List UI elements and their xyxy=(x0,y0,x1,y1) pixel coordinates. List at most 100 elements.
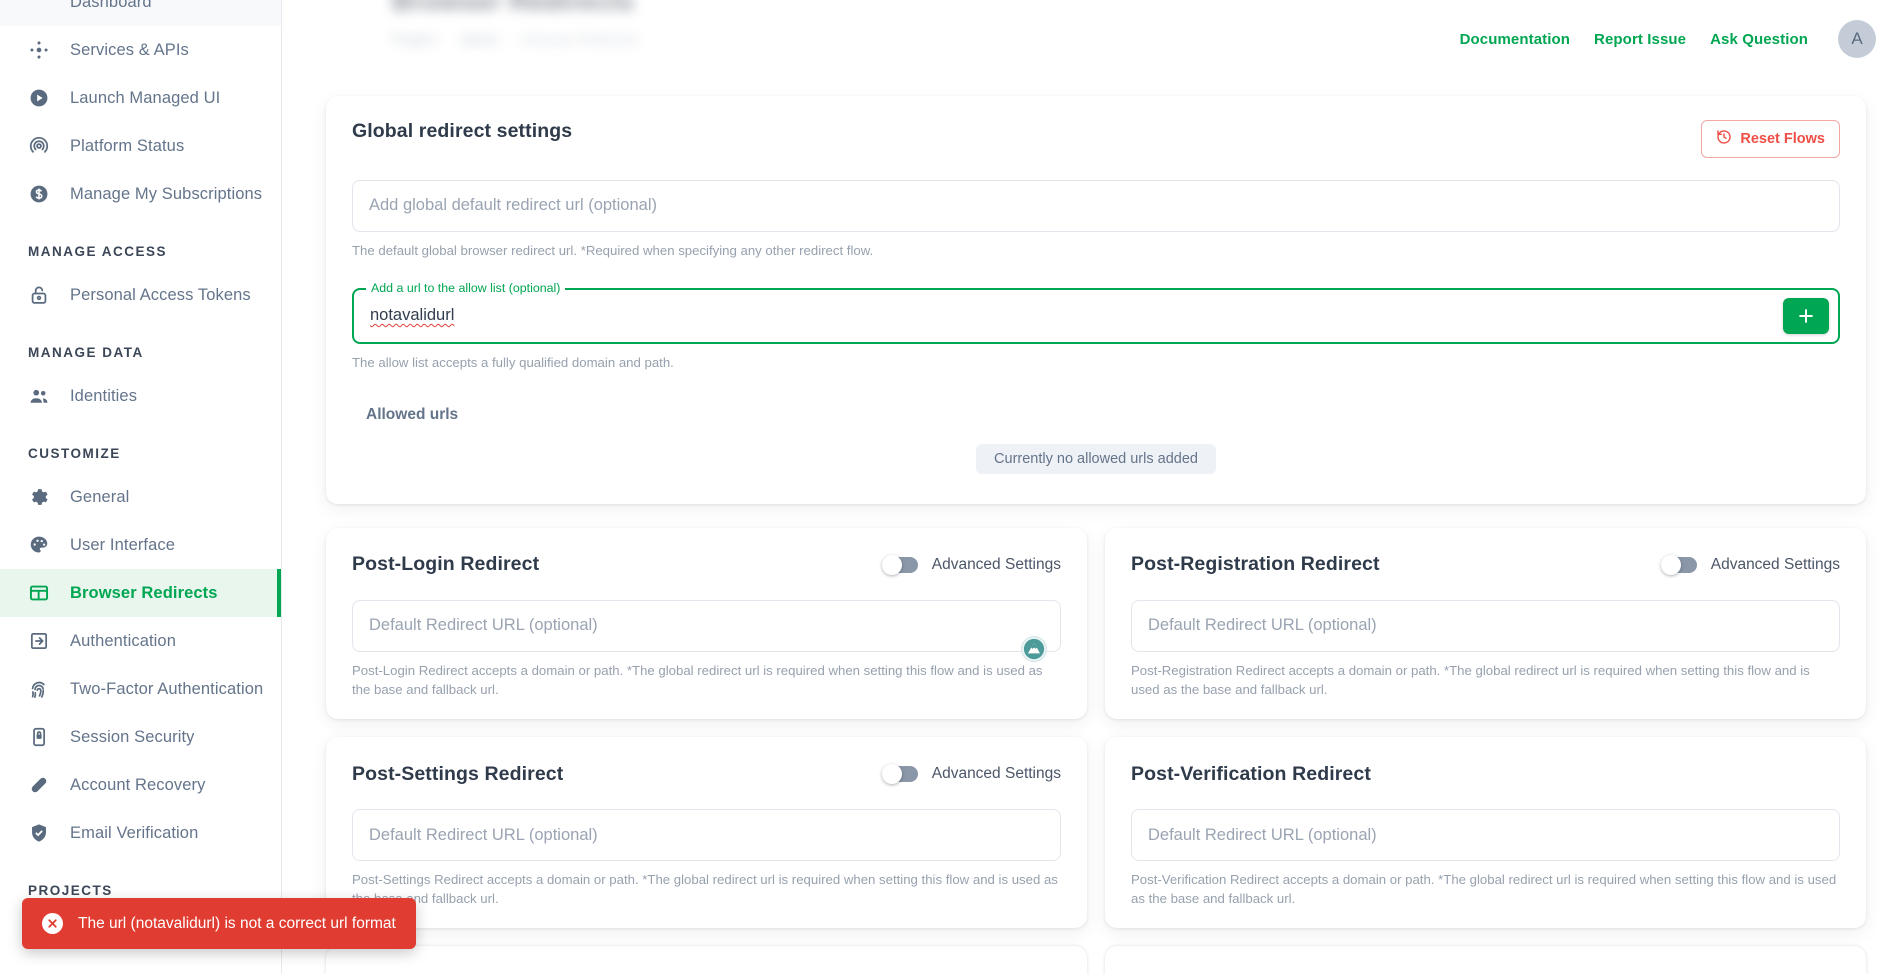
flow-redirect-url-input[interactable]: Default Redirect URL (optional) xyxy=(352,599,1061,652)
gear-icon xyxy=(28,486,50,508)
advanced-settings-toggle-group[interactable]: Advanced Settings xyxy=(1660,554,1840,575)
flow-card-header: Post-Verification Redirect xyxy=(1131,761,1840,787)
sidebar-item-label: Identities xyxy=(70,386,138,405)
sidebar-item-manage-my-subscriptions[interactable]: Manage My Subscriptions xyxy=(0,170,281,218)
global-default-url-field: Add global default redirect url (optiona… xyxy=(352,179,1840,260)
sidebar-item-browser-redirects[interactable]: Browser Redirects xyxy=(0,569,281,617)
sidebar-item-label: Personal Access Tokens xyxy=(70,285,251,304)
sidebar-item-identities[interactable]: Identities xyxy=(0,372,281,420)
allow-list-url-field[interactable]: Add a url to the allow list (optional) n… xyxy=(352,280,1840,344)
advanced-settings-toggle-group[interactable]: Advanced Settings xyxy=(881,554,1061,575)
page-header-blurred-title-block: Browser Redirects Project › admin › Brow… xyxy=(392,0,637,47)
flow-redirect-url-input[interactable]: Default Redirect URL (optional) xyxy=(1131,809,1840,862)
advanced-settings-toggle[interactable] xyxy=(881,554,918,575)
global-default-url-input[interactable]: Add global default redirect url (optiona… xyxy=(352,179,1840,232)
allowed-urls-empty-state: Currently no allowed urls added xyxy=(976,443,1216,474)
flow-card-header: Post-Registration Redirect Advanced Setti… xyxy=(1131,552,1840,578)
palette-icon xyxy=(28,534,50,556)
sidebar-item-account-recovery[interactable]: Account Recovery xyxy=(0,761,281,809)
advanced-settings-toggle-group[interactable]: Advanced Settings xyxy=(881,764,1061,785)
ask-question-link[interactable]: Ask Question xyxy=(1710,30,1808,48)
breadcrumb-item-1[interactable]: admin xyxy=(460,31,499,47)
dollar-circle-icon xyxy=(28,183,50,205)
flow-card-header: Post-Settings Redirect Advanced Settings xyxy=(352,761,1061,787)
sidebar-section-manage-data: MANAGE DATA xyxy=(28,345,144,360)
phone-lock-icon xyxy=(28,726,50,748)
sidebar-item-label: Browser Redirects xyxy=(70,583,218,602)
nordpass-autofill-icon[interactable] xyxy=(1021,636,1047,663)
breadcrumb-separator-icon: › xyxy=(508,31,514,47)
sidebar-item-authentication[interactable]: Authentication xyxy=(0,617,281,665)
error-circle-icon xyxy=(42,913,63,934)
page-content: Global redirect settings Reset Flows xyxy=(282,72,1904,974)
sidebar-item-label: General xyxy=(70,487,130,506)
flow-redirect-url-field: Default Redirect URL (optional) Post-Logi… xyxy=(352,599,1061,699)
flow-card-post-registration-redirect: Post-Registration Redirect Advanced Setti… xyxy=(1105,527,1866,720)
sidebar-item-dashboard[interactable]: Dashboard xyxy=(0,0,281,26)
error-toast[interactable]: The url (notavalidurl) is not a correct … xyxy=(22,898,416,949)
sidebar-scroll-area[interactable]: Dashboard Services & APIs Launch Managed U… xyxy=(0,0,281,974)
sidebar-item-label: Services & APIs xyxy=(70,40,189,59)
allow-list-url-input-value[interactable]: notavalidurl xyxy=(370,306,455,325)
sidebar-item-label: Manage My Subscriptions xyxy=(70,184,263,203)
flow-redirect-url-input[interactable]: Default Redirect URL (optional) xyxy=(1131,599,1840,652)
page-header: Browser Redirects Project › admin › Brow… xyxy=(282,0,1904,72)
sidebar-item-general[interactable]: General xyxy=(0,473,281,521)
sidebar-item-label: Platform Status xyxy=(70,136,185,155)
header-actions: Documentation Report Issue Ask Question … xyxy=(1460,20,1876,58)
flow-redirect-url-helper: Post-Verification Redirect accepts a dom… xyxy=(1131,872,1837,907)
avatar[interactable]: A xyxy=(1838,20,1876,58)
sidebar-item-label: Authentication xyxy=(70,631,176,650)
flow-card-title: Post-Verification Redirect xyxy=(1131,762,1371,785)
flow-redirect-url-input[interactable]: Default Redirect URL (optional) xyxy=(352,809,1061,862)
toggle-knob xyxy=(1660,554,1681,575)
sidebar-item-label: Two-Factor Authentication xyxy=(70,679,264,698)
sidebar-item-session-security[interactable]: Session Security xyxy=(0,713,281,761)
breadcrumb-item-0[interactable]: Project xyxy=(392,31,436,47)
advanced-settings-toggle[interactable] xyxy=(881,764,918,785)
reset-flows-button[interactable]: Reset Flows xyxy=(1701,120,1840,158)
sidebar-item-email-verification[interactable]: Email Verification xyxy=(0,809,281,857)
sidebar-item-user-interface[interactable]: User Interface xyxy=(0,521,281,569)
people-icon xyxy=(28,385,50,407)
flow-redirect-url-field: Default Redirect URL (optional) Post-Veri… xyxy=(1131,809,1840,908)
flow-card-title: Post-Login Redirect xyxy=(352,553,540,576)
sidebar-section-projects: PROJECTS xyxy=(28,883,113,898)
error-toast-message: The url (notavalidurl) is not a correct … xyxy=(78,914,396,932)
advanced-settings-toggle[interactable] xyxy=(1660,554,1697,575)
bandage-icon xyxy=(28,774,50,796)
plus-icon xyxy=(1799,308,1813,323)
report-issue-link[interactable]: Report Issue xyxy=(1594,30,1687,48)
add-allowed-url-button[interactable] xyxy=(1783,297,1829,334)
sidebar-section-manage-access: MANAGE ACCESS xyxy=(28,244,168,259)
sidebar-item-launch-managed-ui[interactable]: Launch Managed UI xyxy=(0,74,281,122)
sidebar-item-label: Launch Managed UI xyxy=(70,88,221,107)
sidebar-item-services-apis[interactable]: Services & APIs xyxy=(0,26,281,74)
allow-list-field-legend: Add a url to the allow list (optional) xyxy=(366,280,566,295)
flow-redirect-url-field: Default Redirect URL (optional) Post-Regi… xyxy=(1131,599,1840,699)
global-default-url-helper: The default global browser redirect url.… xyxy=(352,242,874,258)
flow-card-post-verification-redirect: Post-Verification Redirect Default Redire… xyxy=(1105,737,1866,929)
breadcrumb-item-2: Browser Redirects xyxy=(523,31,638,47)
flow-card-post-settings-redirect: Post-Settings Redirect Advanced Settings D… xyxy=(326,737,1087,929)
sidebar-item-personal-access-tokens[interactable]: Personal Access Tokens xyxy=(0,271,281,319)
advanced-settings-label: Advanced Settings xyxy=(1710,555,1840,573)
flow-card-post-login-redirect: Post-Login Redirect Advanced Settings Defa… xyxy=(326,527,1087,720)
history-restore-icon xyxy=(1716,129,1732,149)
sidebar-item-two-factor-authentication[interactable]: Two-Factor Authentication xyxy=(0,665,281,713)
fingerprint-icon xyxy=(28,678,50,700)
next-flow-row-peek xyxy=(326,946,1866,974)
sidebar-item-platform-status[interactable]: Platform Status xyxy=(0,122,281,170)
flow-card-peek[interactable] xyxy=(326,946,1087,974)
browser-redirects-icon xyxy=(28,582,50,604)
advanced-settings-label: Advanced Settings xyxy=(931,555,1061,573)
flow-redirect-url-helper: Post-Registration Redirect accepts a dom… xyxy=(1131,662,1810,697)
documentation-link[interactable]: Documentation xyxy=(1459,30,1571,48)
nordpass-mountain-glyph xyxy=(1023,639,1045,660)
allow-list-helper: The allow list accepts a fully qualified… xyxy=(352,354,674,370)
flow-redirect-url-helper: Post-Login Redirect accepts a domain or … xyxy=(352,662,1043,697)
breadcrumb: Project › admin › Browser Redirects xyxy=(392,31,637,47)
flow-card-peek[interactable] xyxy=(1105,946,1866,974)
sidebar-section-customize: CUSTOMIZE xyxy=(28,446,121,461)
